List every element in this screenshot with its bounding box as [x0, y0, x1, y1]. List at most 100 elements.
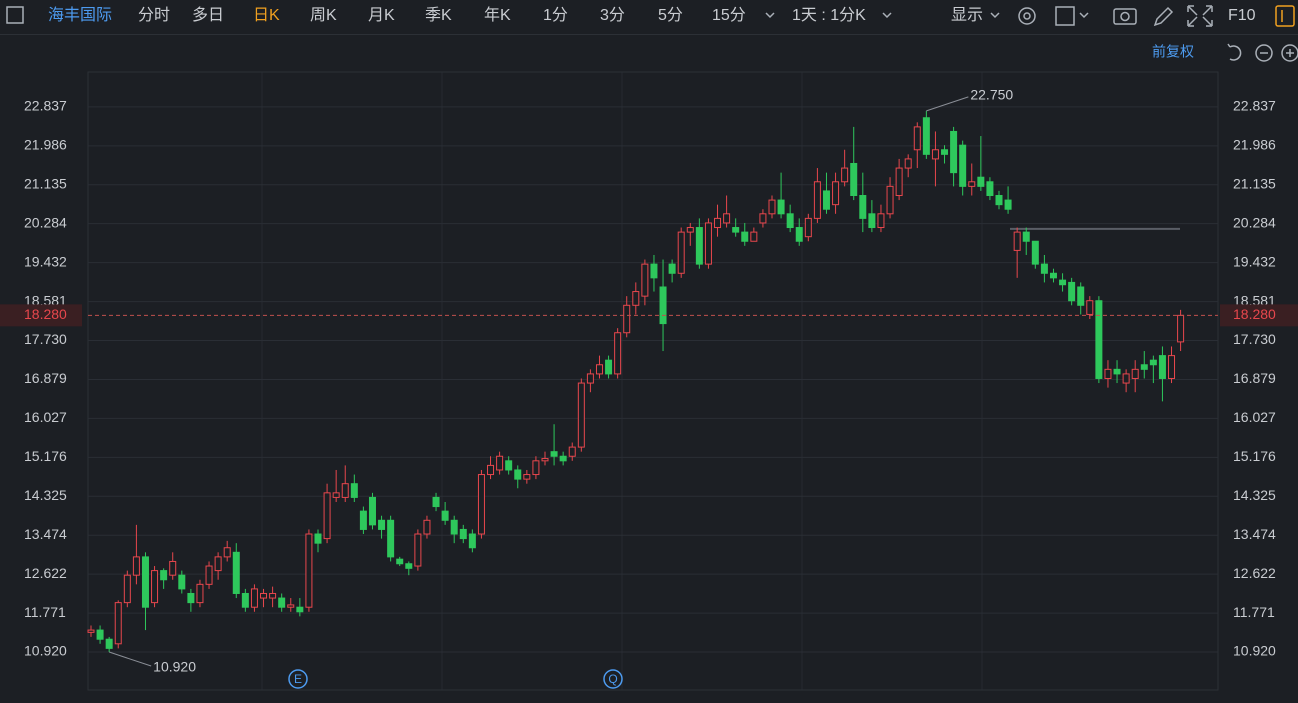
event-marker-label: Q — [608, 672, 617, 686]
candle-body — [387, 519, 395, 558]
candle-body — [296, 606, 304, 613]
chevron — [1079, 12, 1089, 19]
candle-body — [1131, 368, 1139, 379]
y2-tick-label: 14.325 — [1233, 487, 1276, 503]
candle-body — [141, 556, 149, 608]
panel-toggle[interactable] — [1275, 5, 1295, 27]
candle-body — [359, 510, 367, 530]
candle-body — [913, 126, 921, 151]
candle-body — [986, 181, 994, 197]
candle-body — [741, 231, 749, 242]
min-label: 10.920 — [153, 659, 196, 675]
layout-icon[interactable] — [1055, 6, 1075, 26]
event-marker[interactable] — [288, 669, 308, 689]
y-tick-label: 12.622 — [24, 565, 67, 581]
tab[interactable]: 多日 — [192, 6, 224, 24]
tab[interactable]: 年K — [484, 6, 511, 24]
candle-body — [641, 263, 649, 297]
candle-body — [1022, 231, 1030, 242]
candle-body — [323, 492, 331, 540]
y2-tick-label: 11.771 — [1233, 604, 1275, 620]
tab[interactable]: 3分 — [600, 6, 625, 24]
event-marker[interactable] — [603, 669, 623, 689]
tab[interactable]: 月K — [368, 7, 395, 24]
candle-body — [1068, 281, 1076, 302]
tab[interactable]: 日K — [253, 7, 280, 24]
interval-select[interactable]: 1天 : 1分K — [792, 6, 866, 24]
candle-body — [614, 332, 622, 375]
y-tick-label: 10.920 — [24, 643, 67, 659]
candle-body — [623, 304, 631, 334]
candle-body — [959, 144, 967, 187]
candle-body — [1004, 199, 1012, 210]
y2-tick-label: 15.176 — [1233, 448, 1276, 464]
adjust-mode[interactable]: 前复权 — [1152, 44, 1194, 60]
candle-body — [423, 519, 431, 535]
last-price-label: 18.280 — [1233, 306, 1276, 322]
settings-icon[interactable] — [1018, 7, 1036, 25]
candle-body — [405, 563, 413, 569]
candle-body — [305, 533, 313, 608]
candle-body — [441, 510, 449, 521]
zoom-in-icon[interactable] — [1281, 44, 1298, 62]
max-pointer — [926, 96, 969, 112]
candle-body — [123, 574, 131, 604]
candle-body — [1177, 314, 1185, 343]
y2-tick-label: 19.432 — [1233, 253, 1276, 269]
last-price-box — [0, 304, 82, 327]
y-tick-label: 20.284 — [24, 214, 67, 230]
sidebar-toggle[interactable] — [6, 6, 24, 24]
candle-body — [931, 149, 939, 160]
candle-body — [904, 158, 912, 169]
candle-body — [187, 592, 195, 604]
y-tick-label: 21.986 — [24, 137, 67, 153]
candle-body — [886, 185, 894, 215]
tab[interactable]: 季K — [425, 6, 452, 24]
candle-body — [505, 460, 513, 471]
candle-body — [895, 167, 903, 197]
candle-body — [241, 592, 249, 608]
tab[interactable]: 15分 — [712, 6, 746, 24]
candle-body — [278, 597, 286, 608]
y-tick-label: 14.325 — [24, 487, 67, 503]
candle-body — [1168, 355, 1176, 379]
candle-body — [1140, 364, 1148, 370]
y-tick-label: 16.879 — [24, 370, 67, 386]
candle-body — [269, 592, 277, 599]
candle-body — [532, 460, 540, 476]
candle-body — [214, 556, 222, 572]
zoom-out-icon[interactable] — [1255, 44, 1273, 62]
candle-body — [260, 592, 268, 599]
candle-body — [450, 519, 458, 535]
event-marker-label: E — [294, 672, 302, 686]
camera-icon[interactable] — [1113, 8, 1137, 25]
reset-icon[interactable] — [1227, 43, 1242, 61]
candle-body — [768, 199, 776, 215]
candle-body — [1040, 263, 1048, 274]
candle-body — [1149, 359, 1157, 366]
candle-body — [632, 291, 640, 306]
candle-body — [1013, 231, 1021, 251]
tab[interactable]: 周K — [310, 7, 337, 24]
display-menu[interactable]: 显示 — [951, 7, 983, 24]
candle-body — [968, 181, 976, 187]
candle-body — [732, 227, 740, 233]
stock-name[interactable]: 海丰国际 — [48, 6, 112, 24]
draw-icon[interactable] — [1153, 6, 1174, 27]
candle-body — [477, 474, 485, 535]
tab[interactable]: 分时 — [138, 6, 170, 24]
tab[interactable]: 5分 — [658, 6, 683, 24]
fullscreen-icon[interactable] — [1187, 5, 1213, 27]
f10-button[interactable]: F10 — [1228, 7, 1256, 24]
min-pointer — [109, 651, 152, 667]
candle-body — [514, 469, 522, 480]
y2-tick-label: 21.135 — [1233, 175, 1276, 191]
tab[interactable]: 1分 — [543, 6, 568, 24]
candle-body — [868, 213, 876, 229]
candle-body — [368, 496, 376, 526]
candle-body — [822, 190, 830, 210]
candle-body — [178, 574, 186, 590]
settings-icon-center — [1023, 12, 1031, 20]
y-tick-label: 18.581 — [24, 292, 67, 308]
